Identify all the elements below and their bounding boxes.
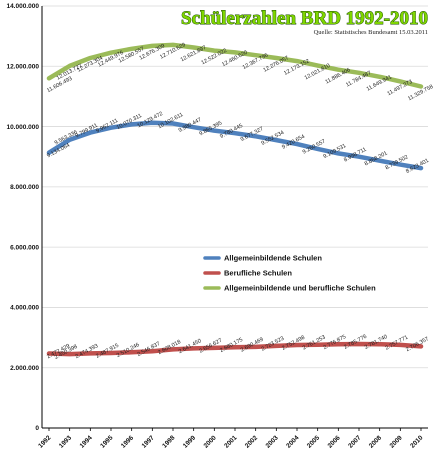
x-tick-label: 1992 <box>37 434 52 449</box>
y-axis-tick-labels: 0 2.000.000 4.000.000 6.000.000 8.000.000 10.… <box>6 3 39 432</box>
x-tick-label: 2009 <box>389 434 404 449</box>
y-tick-label: 0 <box>35 425 39 432</box>
y-tick-label: 10.000.000 <box>6 124 39 131</box>
legend-label: Allgemeinbildende und berufliche Schulen <box>224 284 376 293</box>
x-tick-label: 1994 <box>79 434 94 449</box>
x-tick-label: 1996 <box>120 434 135 449</box>
series-line <box>46 341 424 357</box>
series-line <box>46 42 424 89</box>
y-tick-label: 12.000.000 <box>6 63 39 70</box>
legend: Allgemeinbildende Schulen Berufliche Schu… <box>203 254 376 293</box>
x-tick-label: 2006 <box>327 434 342 449</box>
x-tick-label: 1999 <box>182 434 197 449</box>
x-tick-label: 2000 <box>203 434 218 449</box>
x-tick-label: 2004 <box>285 434 300 449</box>
x-tick-label: 2001 <box>223 434 238 449</box>
y-tick-label: 4.000.000 <box>10 305 39 312</box>
x-tick-label: 1995 <box>99 434 114 449</box>
data-labels: 9.134.0649.563.3369.799.9119.962.11110.0… <box>46 42 434 361</box>
x-tick-label: 1993 <box>58 434 73 449</box>
x-tick-label: 2005 <box>306 434 321 449</box>
y-tick-label: 6.000.000 <box>10 244 39 251</box>
axes <box>41 6 428 431</box>
legend-label: Berufliche Schulen <box>224 269 292 278</box>
chart-title: Schülerzahlen BRD 1992-2010 <box>181 8 428 29</box>
x-tick-label: 2003 <box>265 434 280 449</box>
y-tick-label: 14.000.000 <box>6 3 39 10</box>
x-axis-tick-labels: 1992 1993 1994 1995 1996 1997 1998 1999 2000 2001… <box>37 434 424 449</box>
x-tick-label: 1997 <box>141 434 156 449</box>
legend-label: Allgemeinbildende Schulen <box>224 254 322 263</box>
x-tick-label: 2008 <box>368 434 383 449</box>
series-lines <box>46 42 424 357</box>
chart-source: Quelle: Statistisches Bundesamt 15.03.20… <box>314 29 428 36</box>
x-tick-label: 2007 <box>347 434 362 449</box>
x-tick-label: 2002 <box>244 434 259 449</box>
x-tick-label: 1998 <box>161 434 176 449</box>
y-tick-label: 2.000.000 <box>10 365 39 372</box>
y-tick-label: 8.000.000 <box>10 184 39 191</box>
x-tick-label: 2010 <box>409 434 424 449</box>
series-line <box>46 120 424 171</box>
